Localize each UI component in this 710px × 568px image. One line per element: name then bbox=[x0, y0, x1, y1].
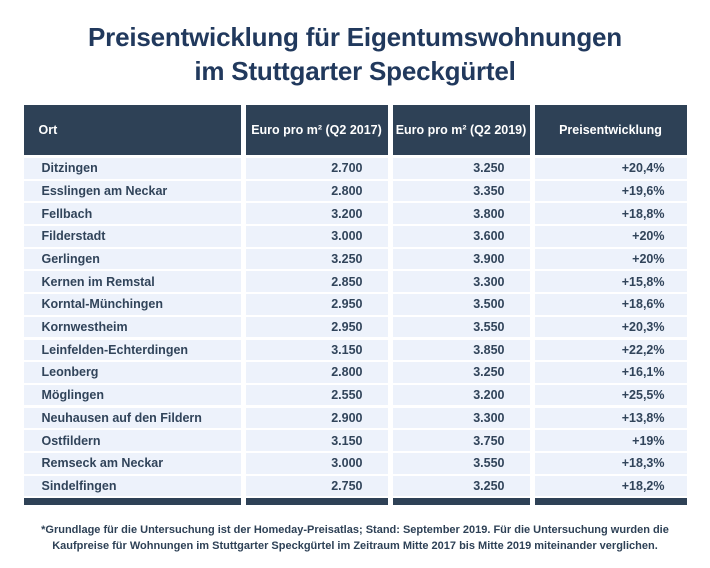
table-row: Neuhausen auf den Fildern 2.900 3.300 +13,8… bbox=[23, 407, 687, 429]
table-row: Sindelfingen 2.750 3.250 +18,2% bbox=[23, 475, 687, 497]
cell-change: +18,2% bbox=[534, 475, 687, 497]
cell-price-2019: 3.850 bbox=[392, 339, 530, 361]
cell-price-2019: 3.300 bbox=[392, 407, 530, 429]
cell-price-2017: 2.900 bbox=[245, 407, 388, 429]
table-row: Ostfildern 3.150 3.750 +19% bbox=[23, 430, 687, 451]
table-row: Ditzingen 2.700 3.250 +20,4% bbox=[23, 158, 687, 179]
cell-price-2017: 2.800 bbox=[245, 180, 388, 202]
page-title-line2: im Stuttgarter Speckgürtel bbox=[194, 56, 516, 86]
cell-change: +18,8% bbox=[534, 203, 687, 224]
cell-price-2019: 3.350 bbox=[392, 180, 530, 202]
cell-ort: Gerlingen bbox=[23, 248, 241, 270]
table-row: Leonberg 2.800 3.250 +16,1% bbox=[23, 362, 687, 383]
column-header-price-2017: Euro pro m² (Q2 2017) bbox=[245, 105, 388, 155]
cell-price-2019: 3.250 bbox=[392, 475, 530, 497]
price-table: Ort Euro pro m² (Q2 2017) Euro pro m² (Q… bbox=[23, 105, 687, 506]
cell-price-2017: 2.850 bbox=[245, 271, 388, 293]
cell-price-2017: 2.700 bbox=[245, 158, 388, 179]
cell-price-2017: 2.950 bbox=[245, 294, 388, 315]
cell-ort: Kornwestheim bbox=[23, 316, 241, 338]
cell-change: +15,8% bbox=[534, 271, 687, 293]
column-header-ort: Ort bbox=[23, 105, 241, 155]
cell-price-2017: 3.150 bbox=[245, 339, 388, 361]
cell-change: +13,8% bbox=[534, 407, 687, 429]
cell-price-2017: 2.750 bbox=[245, 475, 388, 497]
table-footer-bar-segment bbox=[392, 498, 530, 506]
cell-change: +19,6% bbox=[534, 180, 687, 202]
cell-price-2017: 3.000 bbox=[245, 226, 388, 247]
cell-price-2017: 2.800 bbox=[245, 362, 388, 383]
table-row: Gerlingen 3.250 3.900 +20% bbox=[23, 248, 687, 270]
cell-price-2019: 3.250 bbox=[392, 158, 530, 179]
cell-ort: Leinfelden-Echterdingen bbox=[23, 339, 241, 361]
cell-price-2019: 3.500 bbox=[392, 294, 530, 315]
cell-price-2019: 3.800 bbox=[392, 203, 530, 224]
cell-price-2019: 3.900 bbox=[392, 248, 530, 270]
cell-ort: Fellbach bbox=[23, 203, 241, 224]
table-footer-bar-segment bbox=[23, 498, 241, 506]
cell-ort: Ditzingen bbox=[23, 158, 241, 179]
cell-change: +20,3% bbox=[534, 316, 687, 338]
table-row: Kornwestheim 2.950 3.550 +20,3% bbox=[23, 316, 687, 338]
table-footer-bar-segment bbox=[534, 498, 687, 506]
column-header-preisentwicklung: Preisentwicklung bbox=[534, 105, 687, 155]
cell-ort: Ostfildern bbox=[23, 430, 241, 451]
table-header-row: Ort Euro pro m² (Q2 2017) Euro pro m² (Q… bbox=[23, 105, 687, 155]
cell-ort: Esslingen am Neckar bbox=[23, 180, 241, 202]
cell-price-2017: 3.150 bbox=[245, 430, 388, 451]
page-title-line1: Preisentwicklung für Eigentumswohnungen bbox=[88, 22, 622, 52]
table-row: Fellbach 3.200 3.800 +18,8% bbox=[23, 203, 687, 224]
cell-price-2019: 3.550 bbox=[392, 316, 530, 338]
cell-price-2019: 3.250 bbox=[392, 362, 530, 383]
table-body: Ditzingen 2.700 3.250 +20,4% Esslingen am Ne… bbox=[23, 158, 687, 497]
cell-ort: Kernen im Remstal bbox=[23, 271, 241, 293]
cell-price-2019: 3.600 bbox=[392, 226, 530, 247]
table-footer-bar bbox=[23, 498, 687, 506]
cell-ort: Neuhausen auf den Fildern bbox=[23, 407, 241, 429]
cell-price-2019: 3.300 bbox=[392, 271, 530, 293]
cell-change: +22,2% bbox=[534, 339, 687, 361]
table-row: Leinfelden-Echterdingen 3.150 3.850 +22,2% bbox=[23, 339, 687, 361]
cell-change: +20% bbox=[534, 248, 687, 270]
cell-change: +19% bbox=[534, 430, 687, 451]
cell-price-2019: 3.750 bbox=[392, 430, 530, 451]
cell-ort: Filderstadt bbox=[23, 226, 241, 247]
page-title: Preisentwicklung für Eigentumswohnungen … bbox=[0, 0, 710, 88]
cell-change: +18,6% bbox=[534, 294, 687, 315]
cell-ort: Sindelfingen bbox=[23, 475, 241, 497]
cell-price-2019: 3.200 bbox=[392, 384, 530, 406]
cell-price-2017: 2.550 bbox=[245, 384, 388, 406]
cell-change: +20% bbox=[534, 226, 687, 247]
cell-ort: Korntal-Münchingen bbox=[23, 294, 241, 315]
cell-price-2019: 3.550 bbox=[392, 452, 530, 474]
table-row: Korntal-Münchingen 2.950 3.500 +18,6% bbox=[23, 294, 687, 315]
cell-change: +18,3% bbox=[534, 452, 687, 474]
cell-change: +25,5% bbox=[534, 384, 687, 406]
cell-price-2017: 3.000 bbox=[245, 452, 388, 474]
table-footer-bar-segment bbox=[245, 498, 388, 506]
table-row: Esslingen am Neckar 2.800 3.350 +19,6% bbox=[23, 180, 687, 202]
cell-ort: Möglingen bbox=[23, 384, 241, 406]
cell-price-2017: 3.250 bbox=[245, 248, 388, 270]
table-row: Filderstadt 3.000 3.600 +20% bbox=[23, 226, 687, 247]
table-row: Remseck am Neckar 3.000 3.550 +18,3% bbox=[23, 452, 687, 474]
table-row: Kernen im Remstal 2.850 3.300 +15,8% bbox=[23, 271, 687, 293]
cell-price-2017: 2.950 bbox=[245, 316, 388, 338]
cell-change: +16,1% bbox=[534, 362, 687, 383]
table-row: Möglingen 2.550 3.200 +25,5% bbox=[23, 384, 687, 406]
cell-change: +20,4% bbox=[534, 158, 687, 179]
source-footnote: *Grundlage für die Untersuchung ist der … bbox=[41, 524, 669, 553]
cell-price-2017: 3.200 bbox=[245, 203, 388, 224]
cell-ort: Leonberg bbox=[23, 362, 241, 383]
column-header-price-2019: Euro pro m² (Q2 2019) bbox=[392, 105, 530, 155]
cell-ort: Remseck am Neckar bbox=[23, 452, 241, 474]
